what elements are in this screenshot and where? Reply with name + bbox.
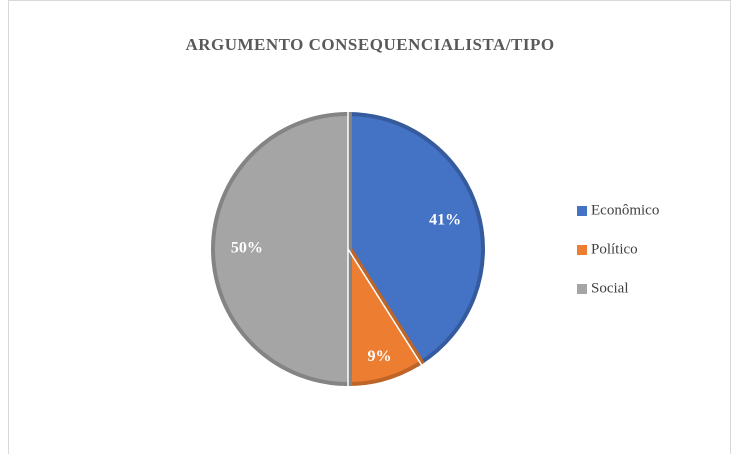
data-label: 41%: [429, 211, 461, 228]
legend-swatch: [577, 245, 587, 255]
legend-label: Político: [591, 241, 638, 257]
legend-swatch: [577, 284, 587, 294]
legend-swatch: [577, 206, 587, 216]
pie-slice: [211, 111, 352, 387]
data-label: 50%: [231, 240, 263, 257]
legend-label: Econômico: [591, 202, 659, 218]
chart-title: ARGUMENTO CONSEQUENCIALISTA/TIPO: [185, 35, 554, 54]
slice-separator: [347, 248, 423, 366]
legend-label: Social: [591, 280, 629, 296]
data-label: 9%: [368, 348, 392, 365]
